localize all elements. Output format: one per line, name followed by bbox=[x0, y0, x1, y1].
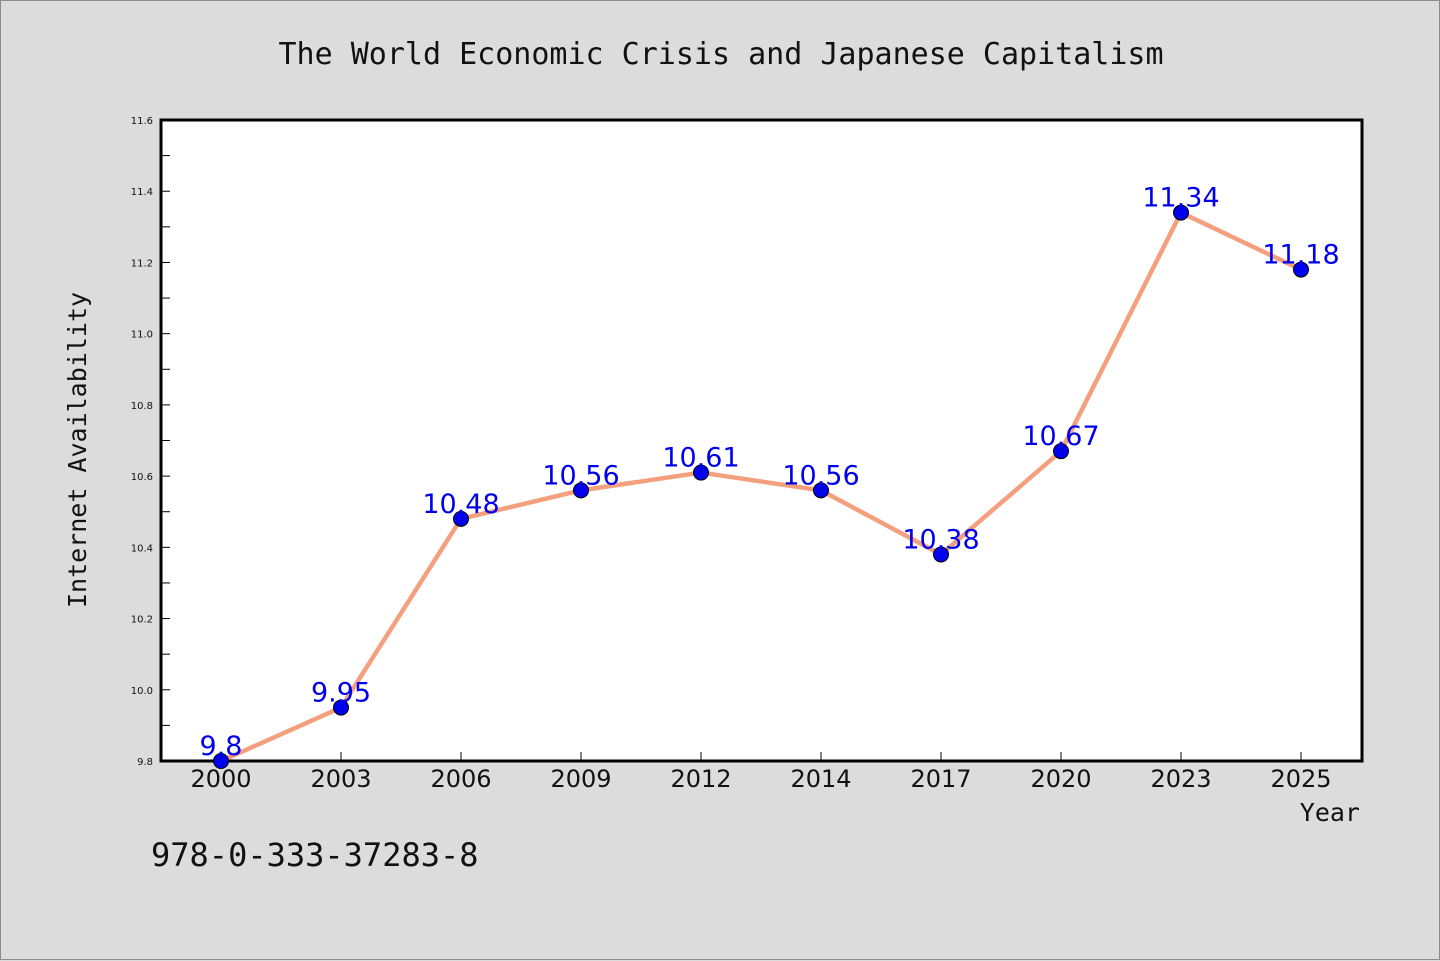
data-point bbox=[1173, 204, 1189, 221]
data-point bbox=[333, 699, 349, 716]
x-tick-label: 2025 bbox=[1270, 765, 1331, 793]
data-label: 11.34 bbox=[1142, 183, 1219, 214]
series-line bbox=[218, 210, 1304, 764]
x-tick-label: 2017 bbox=[910, 765, 971, 793]
y-tick-label: 10.2 bbox=[131, 615, 153, 626]
x-tick-label: 2014 bbox=[790, 765, 851, 793]
data-label: 10.38 bbox=[902, 524, 979, 555]
data-point bbox=[933, 546, 949, 563]
data-label: 10.56 bbox=[782, 460, 859, 491]
y-tick-label: 10.0 bbox=[131, 686, 153, 697]
data-point bbox=[1053, 443, 1069, 460]
data-label: 9.95 bbox=[311, 678, 371, 709]
x-tick-label: 2003 bbox=[310, 765, 371, 793]
data-label: 10.67 bbox=[1022, 421, 1099, 452]
y-tick-label: 11.0 bbox=[131, 330, 153, 341]
data-point bbox=[213, 753, 229, 769]
data-label: 9.8 bbox=[200, 731, 243, 762]
y-tick-label: 10.8 bbox=[131, 401, 153, 412]
data-label: 10.61 bbox=[662, 443, 739, 474]
x-tick-label: 2009 bbox=[550, 765, 611, 793]
y-tick-label: 9.8 bbox=[137, 757, 153, 768]
data-point bbox=[813, 482, 829, 499]
data-point bbox=[1293, 261, 1309, 278]
x-tick-label: 2023 bbox=[1150, 765, 1211, 793]
y-axis-label: Internet Availability bbox=[63, 292, 92, 608]
y-tick-label: 11.6 bbox=[131, 116, 153, 127]
data-label: 10.56 bbox=[542, 460, 619, 491]
data-point bbox=[453, 510, 469, 527]
plot-area bbox=[159, 118, 1364, 763]
y-tick-label: 11.2 bbox=[131, 258, 153, 269]
data-label: 11.18 bbox=[1262, 240, 1339, 271]
y-axis: 9.8 10.0 10.2 10.4 10.6 10.8 11.0 11.2 11.4 11.6 bbox=[131, 116, 170, 768]
data-point bbox=[693, 464, 709, 481]
chart-title: The World Economic Crisis and Japanese C… bbox=[278, 37, 1163, 72]
y-tick-label: 10.6 bbox=[131, 472, 153, 483]
y-tick-label: 10.4 bbox=[131, 543, 153, 554]
data-label: 10.48 bbox=[422, 489, 499, 520]
data-point bbox=[573, 482, 589, 499]
isbn-annotation: 978-0-333-37283-8 bbox=[151, 836, 479, 874]
x-tick-label: 2006 bbox=[430, 765, 491, 793]
x-tick-label: 2020 bbox=[1030, 765, 1091, 793]
series-layer: 9.8 9.95 10.48 10.56 10.61 10.56 10.38 10.67 11.… bbox=[200, 183, 1340, 769]
y-tick-label: 11.4 bbox=[131, 187, 153, 198]
x-tick-label: 2000 bbox=[190, 765, 251, 793]
x-axis: 2000 2003 2006 2009 2012 2014 2017 2020 2023 2025 bbox=[190, 752, 1332, 793]
x-tick-label: 2012 bbox=[670, 765, 731, 793]
x-axis-label: Year bbox=[1300, 798, 1360, 827]
